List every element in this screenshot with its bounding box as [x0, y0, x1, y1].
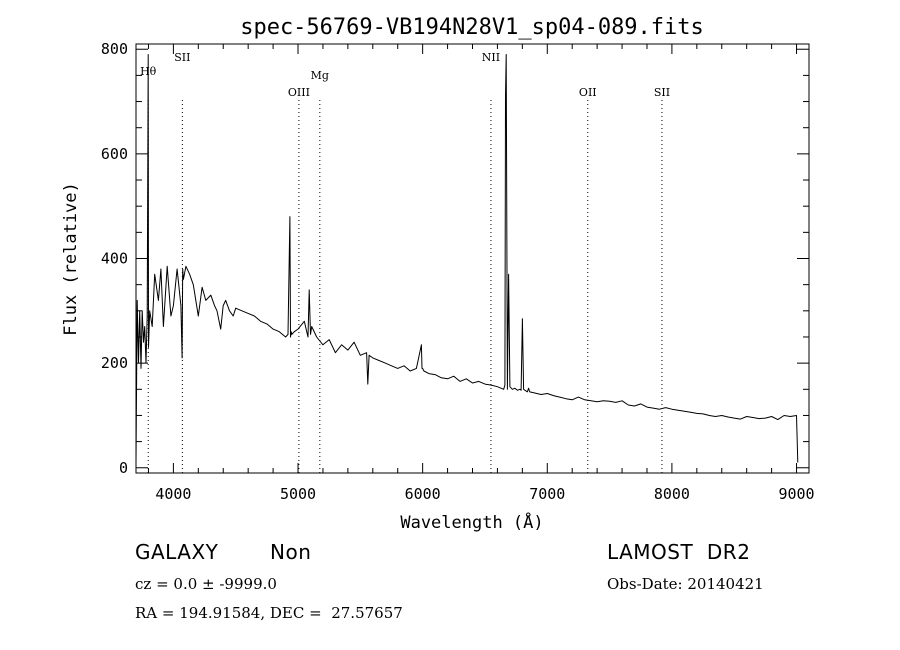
redshift-info: cz = 0.0 ± -9999.0 — [135, 575, 277, 593]
marker-label-6: SII — [654, 86, 670, 99]
x-axis-label: Wavelength (Å) — [400, 511, 543, 533]
coordinates: RA = 194.91584, DEC = 27.57657 — [135, 604, 403, 622]
y-tick-label: 0 — [119, 459, 128, 477]
y-tick-label: 600 — [101, 145, 128, 163]
spectrum-line-0 — [135, 54, 799, 463]
axis-ticks — [136, 44, 809, 473]
x-tick-label: 9000 — [778, 485, 814, 503]
y-axis-label: Flux (relative) — [61, 182, 81, 336]
x-tick-label: 6000 — [405, 485, 441, 503]
marker-label-3: Mg — [311, 69, 329, 82]
marker-label-5: OII — [579, 86, 597, 99]
observation-date: Obs-Date: 20140421 — [607, 575, 764, 593]
marker-label-2: OIII — [288, 86, 310, 99]
y-tick-label: 400 — [101, 250, 128, 268]
plot-frame — [135, 43, 810, 474]
x-tick-label: 7000 — [529, 485, 565, 503]
x-tick-label: 4000 — [155, 485, 191, 503]
survey-name: LAMOST DR2 — [607, 540, 751, 564]
marker-label-1: SII — [174, 51, 190, 64]
y-tick-label: 800 — [101, 40, 128, 58]
x-tick-label: 5000 — [280, 485, 316, 503]
chart-title: spec-56769-VB194N28V1_sp04-089.fits — [240, 15, 704, 40]
spectrum-series — [135, 54, 799, 463]
y-tick-label: 200 — [101, 354, 128, 372]
x-tick-label: 8000 — [654, 485, 690, 503]
object-subclass: Non — [270, 540, 312, 564]
object-class: GALAXY — [135, 540, 219, 564]
axis-tick-labels: 4000 5000 6000 7000 8000 9000 0 200 400 600 800 — [101, 40, 815, 503]
marker-label-4: NII — [482, 51, 500, 64]
